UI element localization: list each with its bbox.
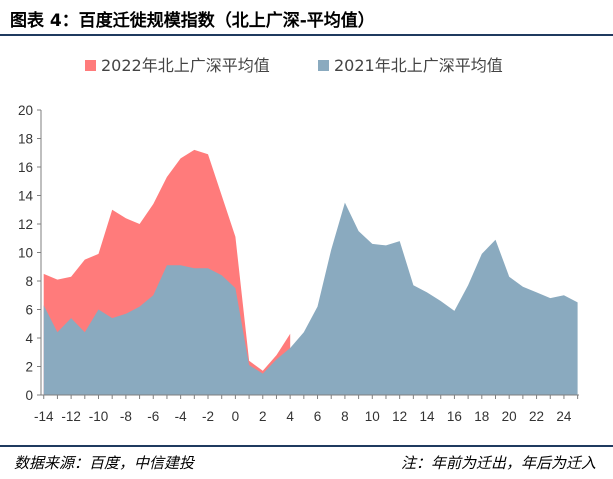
y-tick-label: 4 xyxy=(25,331,33,346)
y-tick-label: 16 xyxy=(18,160,33,175)
legend-swatch-2021 xyxy=(318,60,329,71)
x-tick-label: 16 xyxy=(447,409,462,424)
x-tick-label: -2 xyxy=(202,409,214,424)
y-tick-label: 0 xyxy=(25,388,33,403)
y-tick-label: 10 xyxy=(18,246,33,261)
page-title: 图表 4：百度迁徙规模指数（北上广深-平均值） xyxy=(10,11,375,31)
source-note: 数据来源：百度，中信建投 xyxy=(14,454,195,472)
area-series-2021 xyxy=(43,202,578,395)
x-tick-label: 22 xyxy=(529,409,544,424)
x-tick-label: 18 xyxy=(474,409,489,424)
y-tick-label: 18 xyxy=(18,132,33,147)
y-tick-label: 12 xyxy=(18,217,33,232)
x-tick-label: -12 xyxy=(61,409,81,424)
x-tick-label: -6 xyxy=(147,409,159,424)
x-tick-label: 12 xyxy=(392,409,407,424)
y-tick-label: 6 xyxy=(25,303,33,318)
x-tick-label: 24 xyxy=(556,409,572,424)
header-rule xyxy=(0,34,613,36)
x-tick-label: 6 xyxy=(314,409,322,424)
y-tick-label: 2 xyxy=(25,360,33,375)
y-tick-label: 8 xyxy=(25,274,33,289)
x-tick-label: 20 xyxy=(502,409,517,424)
x-tick-label: 10 xyxy=(365,409,380,424)
footer-rule xyxy=(0,445,613,447)
x-tick-label: 14 xyxy=(420,409,436,424)
y-tick-label: 20 xyxy=(18,103,33,118)
x-tick-label: 8 xyxy=(341,409,349,424)
direction-note: 注：年前为迁出，年后为迁入 xyxy=(400,454,596,472)
x-tick-label: 0 xyxy=(232,409,240,424)
legend-label-2021: 2021年北上广深平均值 xyxy=(334,56,503,75)
x-tick-label: 2 xyxy=(259,409,267,424)
x-tick-label: 4 xyxy=(286,409,294,424)
x-tick-label: -10 xyxy=(89,409,109,424)
chart-legend: 2022年北上广深平均值 2021年北上广深平均值 xyxy=(85,56,503,75)
x-tick-label: -8 xyxy=(120,409,132,424)
legend-swatch-2022 xyxy=(85,60,96,71)
x-tick-label: -4 xyxy=(175,409,187,424)
y-tick-label: 14 xyxy=(18,189,34,204)
legend-label-2022: 2022年北上广深平均值 xyxy=(101,56,270,75)
x-tick-label: -14 xyxy=(34,409,54,424)
